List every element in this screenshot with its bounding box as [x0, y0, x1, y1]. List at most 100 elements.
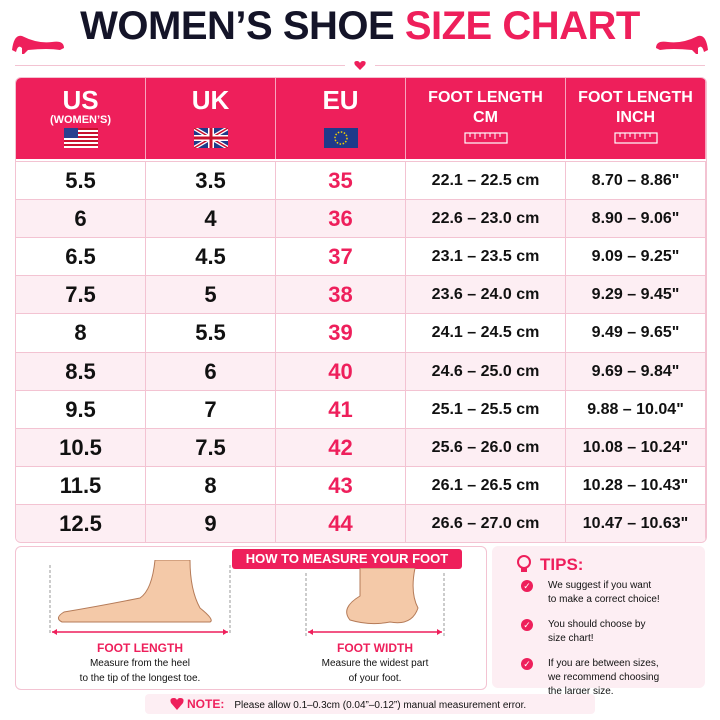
- heel-icon-right: [656, 35, 708, 54]
- table-row: 7.5 5 38 23.6 – 24.0 cm 9.29 – 9.45": [16, 275, 706, 315]
- table-cell: 8.90 – 9.06": [566, 200, 706, 239]
- header-title: EU: [322, 85, 359, 115]
- foot-length-label: FOOT LENGTH: [97, 641, 183, 655]
- table-cell: 42: [276, 428, 406, 467]
- table-row: 5.5 3.5 35 22.1 – 22.5 cm 8.70 – 8.86": [16, 161, 706, 200]
- table-cell: 41: [276, 390, 406, 429]
- tip: If you are between sizes, we recommend ch…: [548, 657, 659, 699]
- table-row: 11.5 8 43 26.1 – 26.5 cm 10.28 – 10.43": [16, 465, 706, 505]
- note: NOTE: Please allow 0.1–0.3cm (0.04”–0.12”…: [145, 694, 595, 714]
- table-cell: 9.49 – 9.65": [566, 314, 706, 353]
- foot-length-illustration: [49, 560, 231, 635]
- table-cell: 35: [276, 162, 406, 200]
- table-cell: 24.6 – 25.0 cm: [406, 352, 566, 391]
- text-line: Measure the widest part: [321, 658, 429, 669]
- measure-box: [15, 546, 487, 690]
- tip-line: size chart!: [548, 633, 594, 644]
- table-cell: 9.69 – 9.84": [566, 352, 706, 391]
- table-cell: 7.5: [16, 276, 146, 315]
- uk-flag: [193, 128, 228, 148]
- divider: [15, 65, 345, 66]
- note-label: NOTE:: [187, 697, 225, 711]
- tips-title: TIPS:: [540, 555, 584, 574]
- table-cell: 25.6 – 26.0 cm: [406, 428, 566, 467]
- table-cell: 4: [146, 200, 276, 239]
- foot-width-text: Measure the widest part of your foot.: [275, 656, 475, 686]
- table-cell: 8: [16, 314, 146, 353]
- header-title: UK: [191, 85, 230, 115]
- tip-line: the larger size.: [548, 686, 614, 697]
- table-cell: 7: [146, 390, 276, 429]
- table-cell: 5.5: [146, 314, 276, 353]
- table-cell: 37: [276, 238, 406, 277]
- foot-width-illustration: [305, 568, 445, 636]
- foot-length-text: Measure from the heel to the tip of the l…: [40, 656, 240, 686]
- check-icon: ✓: [521, 619, 533, 631]
- header-cell: UK: [146, 78, 276, 159]
- size-table: US (WOMEN’S) UK EU FOOT LENGTH CM FOOT LENGTH I…: [15, 77, 707, 543]
- text-line: Measure from the heel: [89, 658, 191, 669]
- divider: [375, 65, 705, 66]
- table-cell: 36: [276, 200, 406, 239]
- table-cell: 9.29 – 9.45": [566, 276, 706, 315]
- header-cell: EU: [276, 78, 406, 159]
- table-cell: 40: [276, 352, 406, 391]
- table-cell: 10.5: [16, 428, 146, 467]
- text-line: to the tip of the longest toe.: [79, 673, 201, 684]
- table-cell: 22.1 – 22.5 cm: [406, 162, 566, 200]
- title-accent: SIZE CHART: [404, 4, 641, 48]
- table-cell: 5: [146, 276, 276, 315]
- measure-title: HOW TO MEASURE YOUR FOOT: [232, 549, 462, 569]
- table-cell: 44: [276, 504, 406, 542]
- tip-line: we recommend choosing: [548, 672, 660, 683]
- table-cell: 9.09 – 9.25": [566, 238, 706, 277]
- text-line: of your foot.: [348, 673, 402, 684]
- table-cell: 38: [276, 276, 406, 315]
- header-cell: FOOT LENGTH INCH: [566, 78, 706, 159]
- table-cell: 24.1 – 24.5 cm: [406, 314, 566, 353]
- table-row: 8 5.5 39 24.1 – 24.5 cm 9.49 – 9.65": [16, 313, 706, 353]
- note-text: Please allow 0.1–0.3cm (0.04”–0.12”) man…: [234, 700, 527, 711]
- table-cell: 9.5: [16, 390, 146, 429]
- table-cell: 6: [16, 200, 146, 239]
- header-subtitle: INCH: [615, 109, 656, 126]
- table-cell: 5.5: [16, 162, 146, 200]
- bulb-icon: [517, 555, 531, 572]
- table-cell: 8: [146, 466, 276, 505]
- header-title: US: [62, 85, 99, 115]
- header-subtitle: CM: [473, 109, 498, 126]
- us-flag: [63, 128, 98, 148]
- tip-line: If you are between sizes,: [548, 658, 659, 669]
- table-cell: 26.6 – 27.0 cm: [406, 504, 566, 542]
- ruler-icon: [463, 132, 508, 144]
- table-row: 12.5 9 44 26.6 – 27.0 cm 10.47 – 10.63": [16, 503, 706, 542]
- tip-line: to make a correct choice!: [548, 594, 660, 605]
- table-cell: 43: [276, 466, 406, 505]
- tip: We suggest if you want to make a correct …: [548, 579, 660, 607]
- header-cell: FOOT LENGTH CM: [406, 78, 566, 159]
- title: WOMEN’S SHOE SIZE CHART: [0, 4, 720, 49]
- table-cell: 25.1 – 25.5 cm: [406, 390, 566, 429]
- table-row: 10.5 7.5 42 25.6 – 26.0 cm 10.08 – 10.24": [16, 427, 706, 467]
- ruler-icon: [613, 132, 658, 144]
- table-cell: 10.08 – 10.24": [566, 428, 706, 467]
- heart-icon: [170, 698, 184, 710]
- header-cell: US (WOMEN’S): [16, 78, 146, 159]
- tip-line: We suggest if you want: [548, 580, 652, 591]
- title-dark: WOMEN’S SHOE: [80, 4, 395, 48]
- foot-width-label: FOOT WIDTH: [337, 641, 413, 655]
- header-title: FOOT LENGTH: [578, 89, 693, 106]
- header-title: FOOT LENGTH: [428, 89, 543, 106]
- table-row: 6 4 36 22.6 – 23.0 cm 8.90 – 9.06": [16, 199, 706, 239]
- table-row: 6.5 4.5 37 23.1 – 23.5 cm 9.09 – 9.25": [16, 237, 706, 277]
- table-cell: 22.6 – 23.0 cm: [406, 200, 566, 239]
- check-icon: ✓: [521, 580, 533, 592]
- table-cell: 23.6 – 24.0 cm: [406, 276, 566, 315]
- table-cell: 4.5: [146, 238, 276, 277]
- table-cell: 10.28 – 10.43": [566, 466, 706, 505]
- heart: [354, 61, 366, 70]
- check-icon: ✓: [521, 658, 533, 670]
- table-cell: 9.88 – 10.04": [566, 390, 706, 429]
- table-cell: 8.70 – 8.86": [566, 162, 706, 200]
